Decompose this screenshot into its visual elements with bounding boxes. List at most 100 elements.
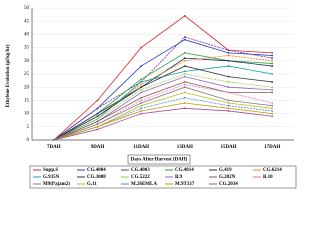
y-tick-label: 35 xyxy=(24,46,30,51)
point xyxy=(271,57,274,60)
point xyxy=(271,91,274,94)
series-line xyxy=(53,102,273,141)
point xyxy=(183,51,186,54)
series-line xyxy=(53,97,273,141)
point xyxy=(227,65,230,67)
point xyxy=(227,49,230,52)
point xyxy=(271,65,274,67)
y-tick-label: 20 xyxy=(24,85,30,90)
point xyxy=(271,86,274,89)
point xyxy=(271,51,274,54)
point xyxy=(227,104,230,107)
point xyxy=(271,81,274,83)
point xyxy=(140,104,143,107)
point xyxy=(140,86,143,89)
legend-box xyxy=(29,165,297,189)
legend-label: CG.4004 xyxy=(87,168,106,173)
legend-label: G.935N xyxy=(43,175,60,180)
point xyxy=(183,65,186,67)
point xyxy=(271,102,274,104)
point xyxy=(183,91,186,94)
point xyxy=(227,75,230,78)
series-line xyxy=(53,55,273,141)
point xyxy=(183,36,186,38)
point xyxy=(227,102,230,104)
point xyxy=(271,62,274,65)
point xyxy=(140,88,143,91)
point xyxy=(183,38,186,41)
point xyxy=(271,104,274,107)
y-tick-label: 10 xyxy=(24,112,30,117)
x-axis-title: Days After Harvest (DAH) xyxy=(131,158,188,163)
y-tick-label: 45 xyxy=(24,19,30,24)
legend-label: CG.2034 xyxy=(219,182,238,187)
point xyxy=(140,102,143,104)
x-tick-label: 17DAH xyxy=(264,145,280,150)
point xyxy=(183,75,186,78)
point xyxy=(140,46,143,49)
y-tick-label: 50 xyxy=(24,6,30,11)
point xyxy=(96,112,99,115)
point xyxy=(140,99,143,102)
point xyxy=(227,107,230,110)
point xyxy=(140,83,143,86)
point xyxy=(227,81,230,83)
x-tick-label: 15DAH xyxy=(220,145,236,150)
legend-label: CG.6214 xyxy=(263,168,282,173)
background xyxy=(0,0,300,190)
point xyxy=(96,107,99,110)
point xyxy=(140,81,143,83)
series-line xyxy=(53,39,273,141)
point xyxy=(96,99,99,102)
point xyxy=(271,110,274,112)
y-axis-title: Ethylene Evolution (µl/kg/hr) xyxy=(6,44,11,107)
point xyxy=(271,112,274,115)
legend-label: M.26EMLA xyxy=(131,182,157,187)
point xyxy=(183,86,186,89)
point xyxy=(183,57,186,60)
y-tick-label: 5 xyxy=(27,125,30,130)
series-line xyxy=(53,15,273,141)
point xyxy=(183,15,186,17)
x-tick-label: 9DAH xyxy=(91,145,105,150)
point xyxy=(140,78,143,81)
point xyxy=(140,65,143,67)
point xyxy=(96,128,99,131)
legend-label: B.9 xyxy=(175,175,183,180)
point xyxy=(227,91,230,94)
point xyxy=(183,70,186,73)
point xyxy=(96,120,99,123)
point xyxy=(96,123,99,126)
point xyxy=(183,59,186,62)
point xyxy=(183,102,186,104)
point xyxy=(183,81,186,83)
point xyxy=(183,73,186,75)
point xyxy=(183,107,186,110)
x-tick-label: 13DAH xyxy=(177,145,193,150)
point xyxy=(271,54,274,57)
x-tick-label: 7DAH xyxy=(47,145,61,150)
point xyxy=(227,99,230,102)
point xyxy=(227,110,230,112)
legend-label: M.9T337 xyxy=(175,182,195,187)
point xyxy=(271,88,274,91)
legend-label: Supp.S xyxy=(43,168,58,173)
series-line xyxy=(53,57,273,141)
chart: Ethylene Evolution (µl/kg/hr) Days After… xyxy=(0,0,300,190)
point xyxy=(140,112,143,115)
legend-label: CG.5222 xyxy=(131,175,150,180)
point xyxy=(140,91,143,94)
y-tick-label: 15 xyxy=(24,99,30,104)
x-title-box xyxy=(127,154,191,165)
point xyxy=(96,117,99,120)
legend-label: CG.4814 xyxy=(175,168,194,173)
legend-label: CG.3008 xyxy=(87,175,106,180)
legend-label: CG.4003 xyxy=(131,168,150,173)
point xyxy=(96,125,99,128)
y-tick-label: 25 xyxy=(24,72,30,77)
point xyxy=(140,110,143,112)
point xyxy=(140,107,143,110)
legend-label: B.10 xyxy=(263,175,273,180)
legend-label: M9(Pajam2) xyxy=(43,182,70,187)
point xyxy=(271,107,274,110)
